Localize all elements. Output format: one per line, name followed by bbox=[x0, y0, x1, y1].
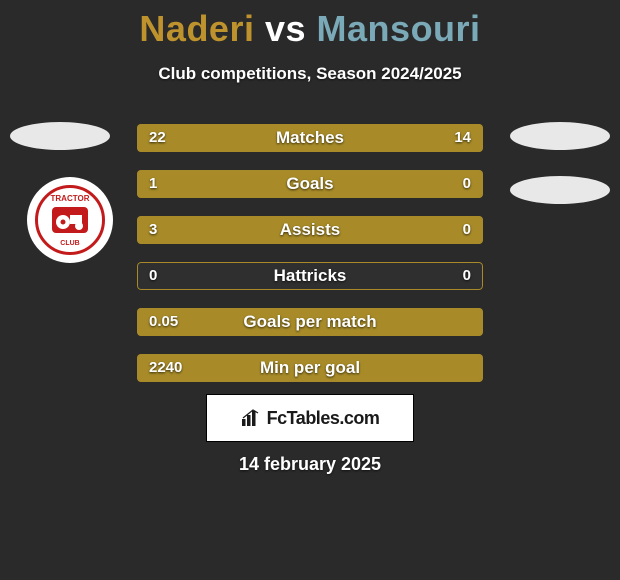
bars-icon bbox=[241, 409, 261, 427]
left-club-badge: TRACTOR CLUB bbox=[27, 177, 113, 263]
stat-row: Matches22 14 bbox=[137, 124, 483, 152]
comparison-bars: Matches2214Goals10Assists30Hattricks00Go… bbox=[137, 124, 483, 400]
bar-value-left: 0.05 bbox=[149, 308, 178, 336]
bar-value-left: 1 bbox=[149, 170, 157, 198]
title-player2: Mansouri bbox=[317, 8, 481, 49]
bar-label: Matches bbox=[137, 124, 483, 152]
bar-value-left: 22 bbox=[149, 124, 166, 152]
title-player1: Naderi bbox=[139, 8, 254, 49]
bar-value-left: 0 bbox=[149, 262, 157, 290]
fctables-watermark: FcTables.com bbox=[206, 394, 414, 442]
bar-label: Goals bbox=[137, 170, 483, 198]
bar-value-right: 0 bbox=[463, 216, 471, 244]
stat-row: Assists3 0 bbox=[137, 216, 483, 244]
root-container: Naderi vs Mansouri Club competitions, Se… bbox=[0, 0, 620, 580]
date-text: 14 february 2025 bbox=[0, 454, 620, 475]
bar-value-left: 2240 bbox=[149, 354, 182, 382]
club-badge-inner: TRACTOR CLUB bbox=[35, 185, 105, 255]
stat-row: Goals1 0 bbox=[137, 170, 483, 198]
stat-row: Hattricks0 0 bbox=[137, 262, 483, 290]
left-player-oval bbox=[10, 122, 110, 150]
bar-label: Assists bbox=[137, 216, 483, 244]
tractor-icon bbox=[52, 207, 88, 233]
bar-label: Min per goal bbox=[137, 354, 483, 382]
subtitle: Club competitions, Season 2024/2025 bbox=[0, 64, 620, 84]
stat-row: Min per goal2240 bbox=[137, 354, 483, 382]
badge-text-bottom: CLUB bbox=[60, 240, 79, 247]
page-title: Naderi vs Mansouri bbox=[0, 0, 620, 50]
title-vs: vs bbox=[265, 8, 306, 49]
bar-value-right: 0 bbox=[463, 262, 471, 290]
bar-value-right: 0 bbox=[463, 170, 471, 198]
right-club-oval bbox=[510, 176, 610, 204]
right-player-oval bbox=[510, 122, 610, 150]
badge-text-top: TRACTOR bbox=[51, 194, 90, 203]
bar-label: Hattricks bbox=[137, 262, 483, 290]
fctables-text: FcTables.com bbox=[267, 408, 380, 429]
bar-label: Goals per match bbox=[137, 308, 483, 336]
stat-row: Goals per match0.05 bbox=[137, 308, 483, 336]
bar-value-right: 14 bbox=[454, 124, 471, 152]
bar-value-left: 3 bbox=[149, 216, 157, 244]
